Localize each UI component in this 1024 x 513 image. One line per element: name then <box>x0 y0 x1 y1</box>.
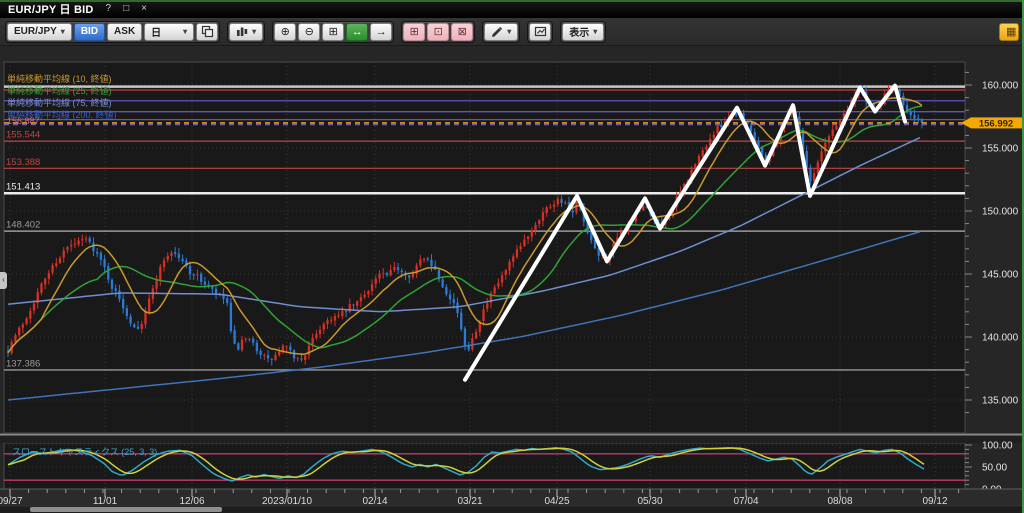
pencil-icon <box>492 26 503 37</box>
plot-background <box>3 61 966 490</box>
stoch-tick-label: 100.00 <box>982 441 1013 452</box>
display-label: 表示 <box>569 28 590 39</box>
zoom-group: ⊕ ⊖ ⊞ ↔ → <box>272 20 395 43</box>
moving-averages-layer <box>7 97 923 401</box>
chevron-down-icon: ▾ <box>507 26 512 36</box>
x-tick-label: 05/30 <box>637 496 662 507</box>
svg-text:137.386: 137.386 <box>6 358 40 369</box>
close-button[interactable]: × <box>141 3 147 14</box>
select-drawing-button[interactable]: ⊡ <box>427 22 450 41</box>
x-tick-label: 03/21 <box>457 496 482 507</box>
fit-width-button[interactable]: ↔ <box>346 22 369 41</box>
y-tick-label: 140.000 <box>982 333 1019 344</box>
svg-text:153.388: 153.388 <box>6 157 40 168</box>
layout-grid-button[interactable]: ▦ <box>999 22 1019 41</box>
svg-text:156.992: 156.992 <box>979 118 1013 129</box>
x-tick-label: 09/12 <box>922 496 947 507</box>
scrollbar-thumb[interactable] <box>30 507 222 512</box>
time-axis[interactable]: 09/27 11/01 12/06 2023/01/10 02/14 03/21 04/25… <box>0 488 1024 507</box>
scroll-left-tab[interactable]: ‹ <box>0 272 7 289</box>
chart-edit-icon <box>534 26 546 37</box>
pair-select[interactable]: EUR/JPY ▾ <box>7 22 72 41</box>
x-tick-label: 07/04 <box>733 496 758 507</box>
maximize-button[interactable]: □ <box>123 3 130 14</box>
chart-type-group: ▾ <box>227 20 266 43</box>
chevron-down-icon: ▾ <box>593 26 598 36</box>
ask-button[interactable]: ASK <box>107 22 143 41</box>
stoch-tick-label: 50.00 <box>982 463 1007 474</box>
period-label: 日 <box>151 28 162 39</box>
chevron-down-icon: ▾ <box>60 26 65 36</box>
chart-type-select[interactable]: ▾ <box>229 22 264 41</box>
current-price-badge: 156.992 <box>961 117 1022 129</box>
display-group: 表示 ▾ <box>560 20 607 43</box>
x-tick-label: 09/27 <box>0 496 23 507</box>
zigzag-annotation[interactable] <box>463 83 907 382</box>
svg-text:155.544: 155.544 <box>6 130 40 141</box>
y-tick-label: 150.000 <box>982 207 1019 218</box>
sma-200-line <box>7 231 921 401</box>
x-tick-label: 08/08 <box>827 496 852 507</box>
svg-text:148.402: 148.402 <box>6 220 40 231</box>
help-button[interactable]: ? <box>105 3 112 14</box>
instrument-group: EUR/JPY ▾ BID ASK 日 ▾ <box>5 20 221 43</box>
display-menu-button[interactable]: 表示 ▾ <box>562 22 605 41</box>
pen-tool-button[interactable]: ▾ <box>484 22 519 41</box>
chart-area: 155.544 153.388 151.413 148.402 137.386 160.0… <box>0 46 1024 513</box>
x-tick-label: 02/14 <box>362 496 387 507</box>
x-tick-label: 2023/01/10 <box>262 496 312 507</box>
sma-75-line <box>7 136 921 313</box>
sma-25-line <box>7 105 923 354</box>
add-drawing-button[interactable]: ⊞ <box>403 22 426 41</box>
candlestick-chart-icon <box>237 27 248 36</box>
y-tick-label: 160.000 <box>982 81 1019 92</box>
overlap-windows-icon <box>201 25 213 38</box>
chevron-down-icon: ▾ <box>252 26 257 36</box>
y-tick-label: 135.000 <box>982 396 1019 407</box>
compare-chart-button[interactable] <box>196 22 219 41</box>
stoch-d-line <box>7 447 925 480</box>
x-tick-label: 12/06 <box>179 496 204 507</box>
chevron-down-icon: ▾ <box>183 26 188 36</box>
pair-label: EUR/JPY <box>14 26 57 37</box>
zoom-area-button[interactable]: ⊞ <box>322 22 345 41</box>
stochastic-layer <box>4 446 965 482</box>
erase-drawing-button[interactable]: ⊠ <box>451 22 474 41</box>
horizontal-line-annotations[interactable]: 155.544 153.388 151.413 148.402 137.386 <box>4 85 965 371</box>
pen-group: ▾ <box>482 20 521 43</box>
window-title: EUR/JPY 日 BID <box>8 4 94 16</box>
x-tick-label: 04/25 <box>544 496 569 507</box>
panel-resize-handle[interactable] <box>0 433 1024 443</box>
window-border-top <box>0 0 1024 2</box>
y-tick-label: 145.000 <box>982 270 1019 281</box>
zoom-in-button[interactable]: ⊕ <box>274 22 297 41</box>
chart-toolbar: EUR/JPY ▾ BID ASK 日 ▾ <box>0 18 1024 46</box>
settings-group <box>527 20 554 43</box>
window-border-right <box>1022 0 1024 513</box>
zoom-out-button[interactable]: ⊖ <box>298 22 321 41</box>
period-select[interactable]: 日 ▾ <box>144 22 195 41</box>
y-tick-label: 155.000 <box>982 144 1019 155</box>
x-tick-label: 11/01 <box>93 496 118 507</box>
drawing-group: ⊞ ⊡ ⊠ <box>401 20 476 43</box>
chart-settings-button[interactable] <box>529 22 552 41</box>
scroll-to-latest-button[interactable]: → <box>370 22 393 41</box>
price-chart[interactable]: 155.544 153.388 151.413 148.402 137.386 160.0… <box>0 46 1024 513</box>
svg-text:151.413: 151.413 <box>6 182 40 193</box>
time-scrollbar <box>0 505 1024 513</box>
bid-button[interactable]: BID <box>73 22 106 41</box>
price-axis[interactable]: 160.000 155.000 150.000 145.000 140.000 135.0… <box>965 71 1019 496</box>
window-titlebar[interactable]: EUR/JPY 日 BID ? □ × <box>0 0 1024 18</box>
sma-10-line <box>7 97 923 356</box>
